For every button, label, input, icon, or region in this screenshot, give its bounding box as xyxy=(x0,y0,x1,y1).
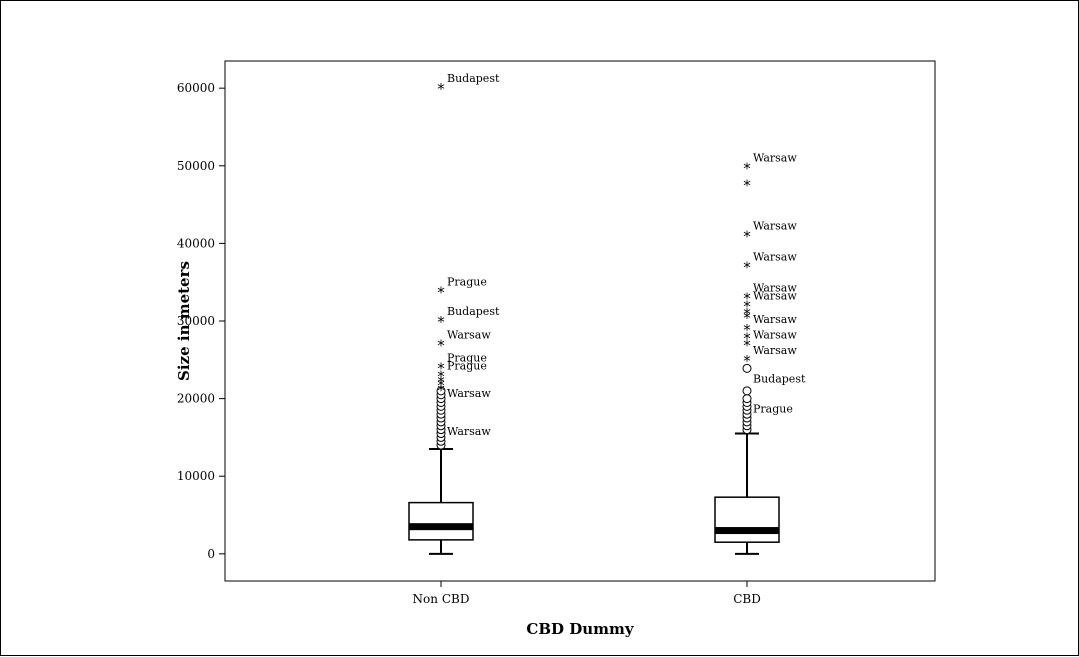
y-tick-label: 20000 xyxy=(177,392,215,406)
outlier-label: Warsaw xyxy=(447,425,491,438)
outlier-circle xyxy=(436,386,446,396)
y-tick-label: 30000 xyxy=(177,314,215,328)
outlier-star: * xyxy=(743,159,751,177)
outlier-star: * xyxy=(437,336,445,354)
outlier-star: * xyxy=(743,321,751,339)
outlier-star: * xyxy=(437,373,445,391)
x-tick-label: CBD xyxy=(733,592,761,606)
outlier-circle xyxy=(742,394,752,404)
y-tick-label: 40000 xyxy=(177,236,215,250)
outlier-label: Budapest xyxy=(753,372,806,385)
outlier-star: * xyxy=(437,377,445,395)
outlier-label: Warsaw xyxy=(753,251,797,264)
box-non-cbd: *Budapest*Prague*Budapest*Warsaw*Prague*… xyxy=(408,72,500,555)
outlier-label: Budapest xyxy=(447,72,500,85)
outlier-star: * xyxy=(437,80,445,98)
outlier-circle xyxy=(742,386,752,396)
iqr-box xyxy=(408,501,474,541)
outlier-star: * xyxy=(437,360,445,378)
outlier-label: Warsaw xyxy=(753,282,797,295)
outlier-star: * xyxy=(743,329,751,347)
y-tick-label: 10000 xyxy=(177,469,215,483)
outlier-circle xyxy=(742,363,752,373)
outlier-label: Prague xyxy=(447,352,487,365)
outlier-star: * xyxy=(743,336,751,354)
outlier-label: Warsaw xyxy=(447,387,491,400)
box-cbd: *Warsaw**Warsaw*Warsaw*Warsaw*Warsaw***W… xyxy=(714,151,806,555)
outlier-star: * xyxy=(743,305,751,323)
y-tick-label: 0 xyxy=(207,547,215,561)
y-axis-title: Size in meters xyxy=(175,261,193,381)
outlier-label: Warsaw xyxy=(753,289,797,302)
outlier-label: Prague xyxy=(447,359,487,372)
outlier-star: * xyxy=(437,313,445,331)
x-axis: Non CBD CBD xyxy=(413,581,761,606)
outlier-star: * xyxy=(743,352,751,370)
outlier-label: Warsaw xyxy=(753,328,797,341)
x-axis-title: CBD Dummy xyxy=(526,620,635,638)
iqr-box xyxy=(714,496,780,543)
outlier-label: Prague xyxy=(447,276,487,289)
median-line xyxy=(409,523,473,531)
outlier-label: Warsaw xyxy=(447,328,491,341)
outlier-label: Prague xyxy=(753,403,793,416)
median-line xyxy=(715,527,779,535)
outlier-star: * xyxy=(743,290,751,308)
outlier-label: Warsaw xyxy=(753,344,797,357)
outlier-label: Budapest xyxy=(447,305,500,318)
outlier-star: * xyxy=(743,228,751,246)
outlier-star: * xyxy=(437,381,445,399)
plot-area xyxy=(224,60,936,582)
y-tick-label: 50000 xyxy=(177,159,215,173)
y-axis: 0 10000 20000 30000 40000 50000 60000 xyxy=(177,81,225,561)
outlier-star: * xyxy=(743,297,751,315)
outlier-label: Warsaw xyxy=(753,220,797,233)
outlier-star: * xyxy=(743,259,751,277)
boxes: *Budapest*Prague*Budapest*Warsaw*Prague*… xyxy=(408,72,806,555)
outlier-star: * xyxy=(743,176,751,194)
outlier-star: * xyxy=(437,367,445,385)
outlier-star: * xyxy=(743,309,751,327)
x-tick-label: Non CBD xyxy=(413,592,470,606)
y-tick-label: 60000 xyxy=(177,81,215,95)
outlier-star: * xyxy=(437,284,445,302)
outlier-label: Warsaw xyxy=(753,313,797,326)
outlier-label: Warsaw xyxy=(753,151,797,164)
